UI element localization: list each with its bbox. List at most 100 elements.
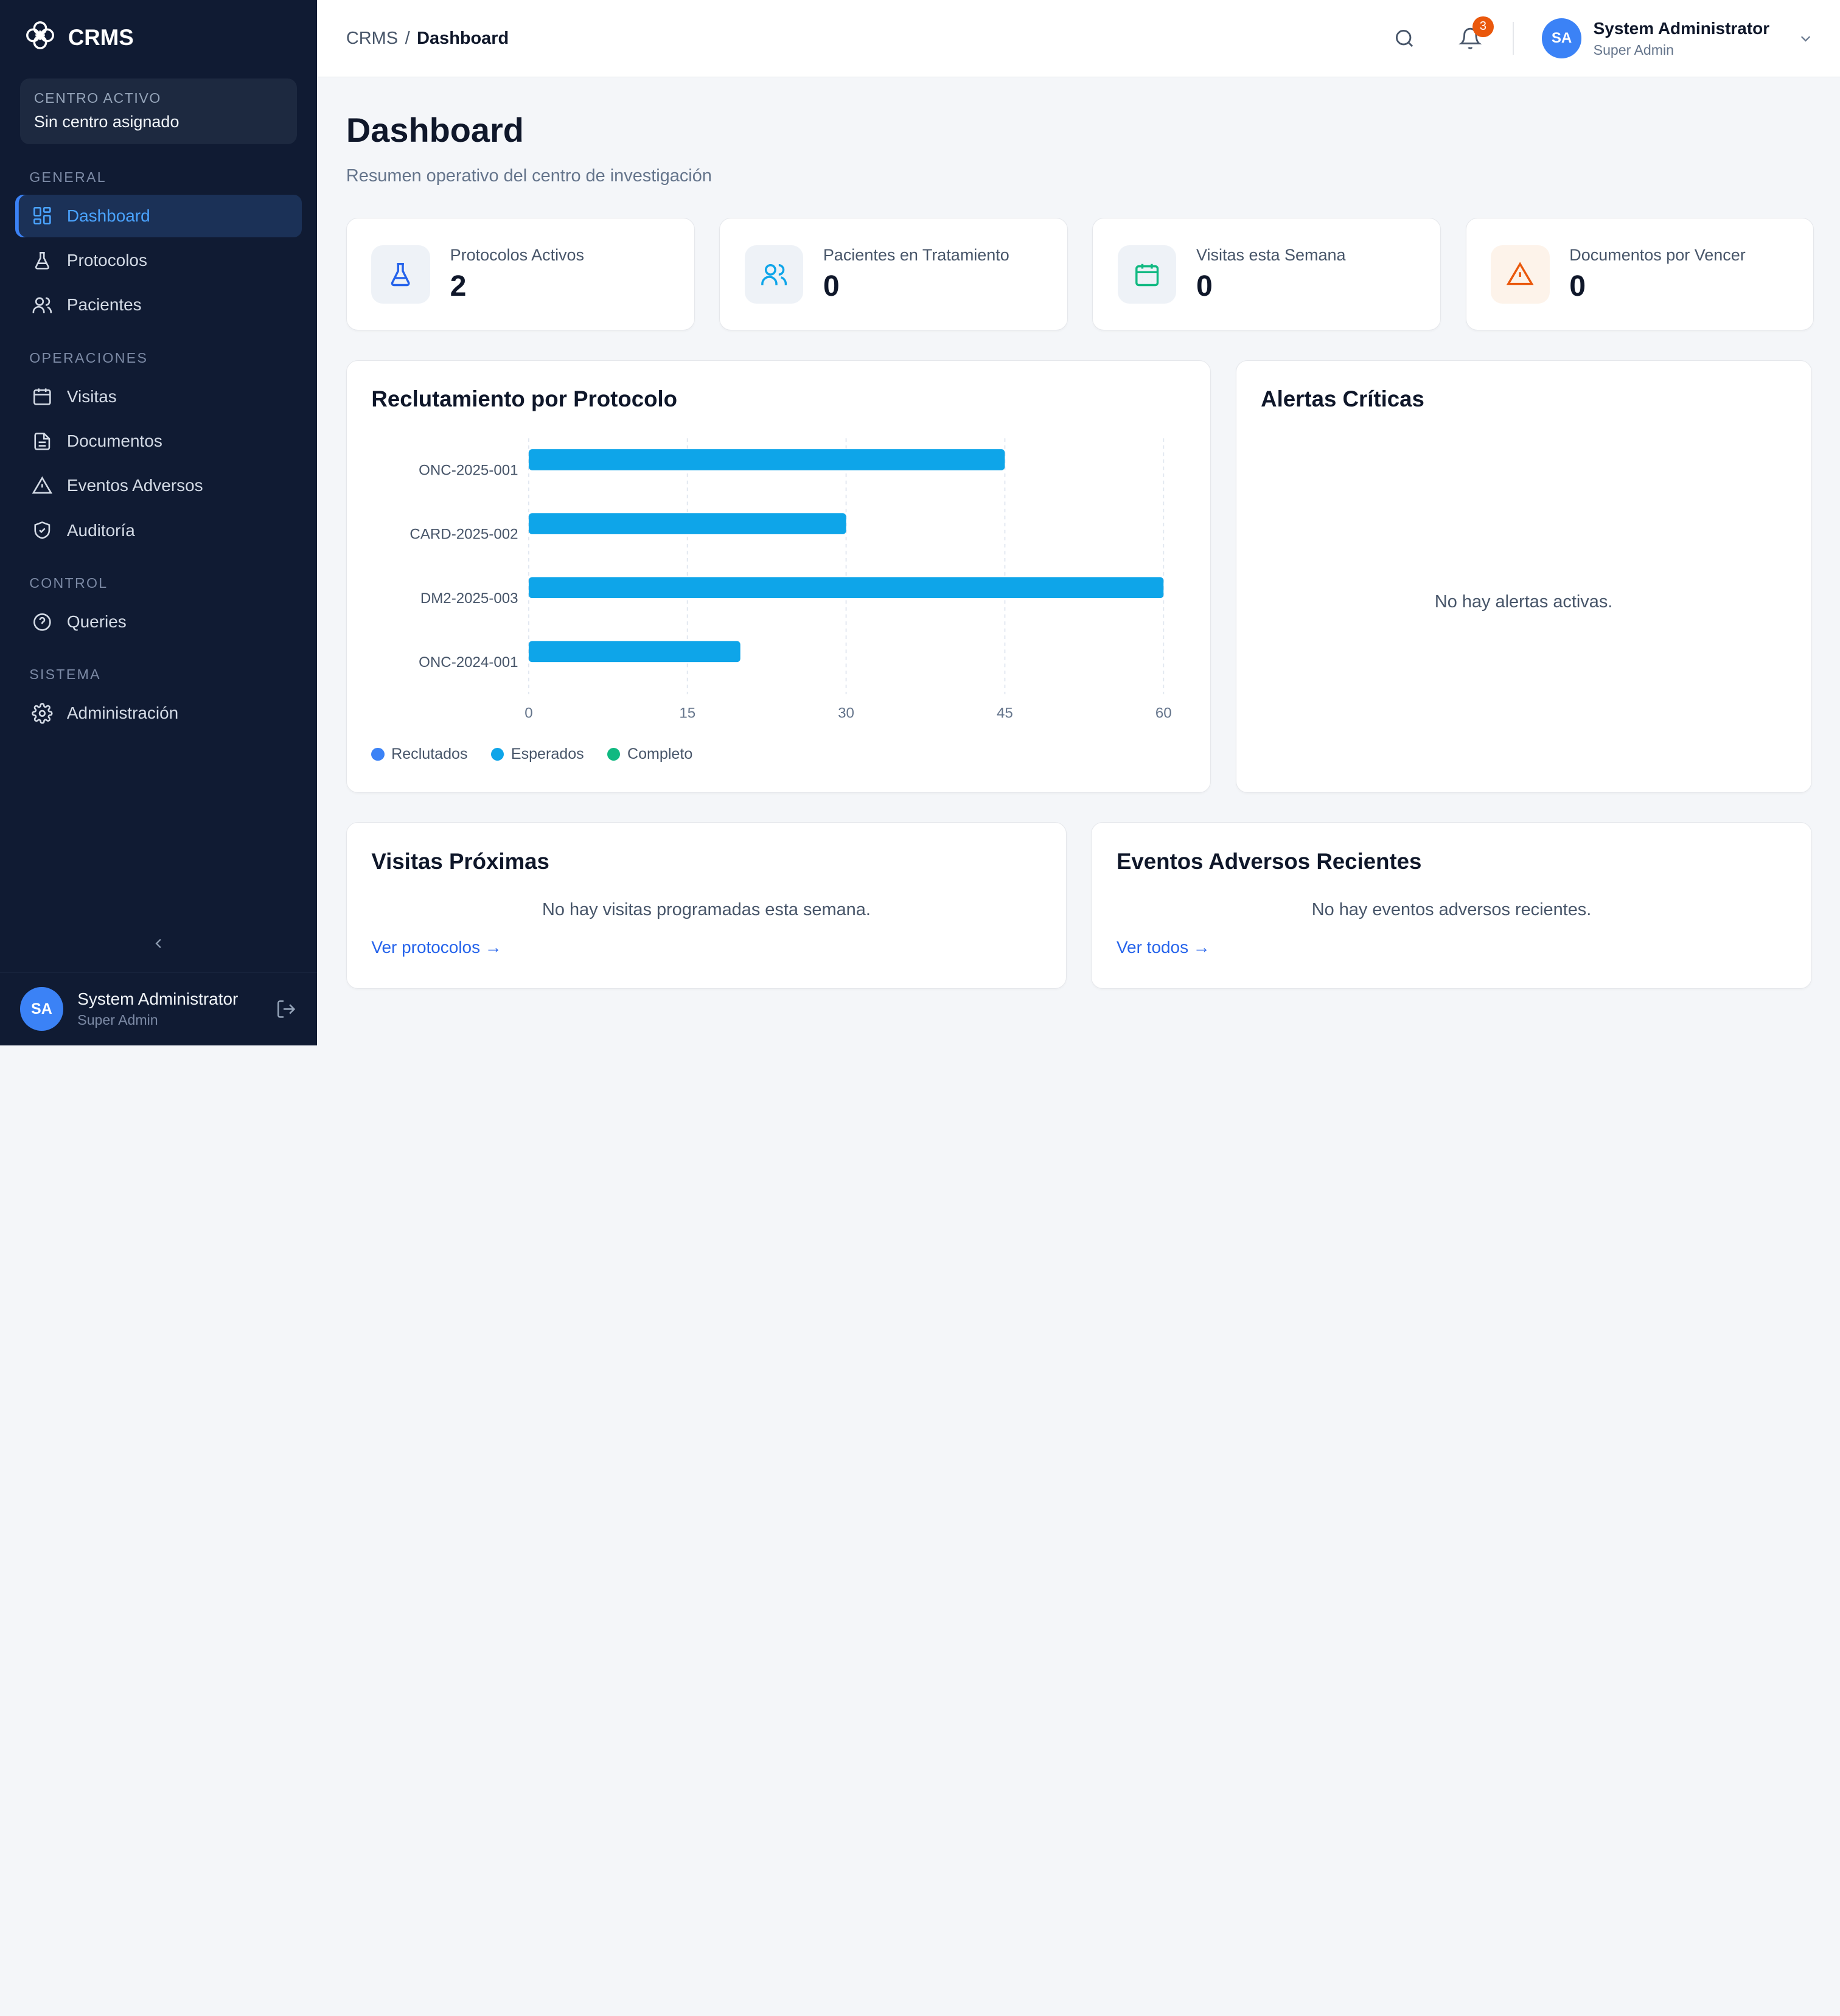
stat-value: 0 [823,270,840,303]
section-title-operaciones: OPERACIONES [29,349,148,366]
x-tick-label: 60 [1155,705,1172,721]
brand[interactable]: CRMS [0,0,317,75]
legend-label: Reclutados [391,745,468,763]
sidebar-item-visitas[interactable]: Visitas [15,375,302,417]
sidebar-item-eventos-adversos[interactable]: Eventos Adversos [15,465,302,507]
legend-dot [607,748,621,761]
chevron-left-icon [155,938,161,949]
brand-name: CRMS [68,24,134,50]
warning-icon [32,476,53,494]
gear-icon [32,703,53,724]
events-empty-message: No hay eventos adversos recientes. [1311,900,1592,920]
recruitment-bar-chart: 0 15 30 45 60 ONC-2025-001 CARD-2025-002 DM2-20… [409,438,1172,721]
flask-icon [35,251,49,270]
bar[interactable] [528,448,1005,470]
help-circle-icon [33,613,51,631]
logo-icon [24,19,57,57]
sidebar-item-label: Documentos [66,431,162,450]
bar[interactable] [528,576,1164,598]
divider [1512,22,1514,55]
view-protocols-link[interactable]: Ver protocolos → [371,938,502,957]
user-menu[interactable]: SA System Administrator Super Admin [1541,18,1814,58]
view-all-link[interactable]: Ver todos → [1116,938,1210,957]
sidebar-item-label: Dashboard [66,206,150,225]
stat-value: 0 [1196,270,1213,303]
sidebar-item-label: Visitas [66,386,117,406]
stat-card-visitas[interactable]: Visitas esta Semana 0 [1092,218,1441,331]
breadcrumb: CRMS / Dashboard [346,29,509,49]
user-role: Super Admin [1593,41,1674,58]
x-tick-label: 45 [997,705,1013,721]
sidebar: CRMS CENTRO ACTIVO Sin centro asignado G… [0,0,317,1046]
x-tick-label: 30 [838,705,854,721]
breadcrumb-root[interactable]: CRMS [346,28,399,48]
visits-empty-message: No hay visitas programadas esta semana. [542,900,871,920]
bar[interactable] [528,512,846,534]
active-center-label: CENTRO ACTIVO [33,90,161,106]
recruitment-chart-card: Reclutamiento por Protocolo 0 15 30 45 60 ONC… [346,360,1211,793]
legend-label: Esperados [511,745,584,763]
stat-label: Documentos por Vencer [1569,245,1746,264]
sidebar-item-auditoria[interactable]: Auditoría [15,509,302,551]
search-icon[interactable] [1393,27,1417,51]
users-icon [744,245,804,304]
section-title-control: CONTROL [29,574,108,591]
alerts-title: Alertas Críticas [1261,386,1424,412]
legend-item[interactable]: Completo [607,745,692,763]
stat-card-pacientes[interactable]: Pacientes en Tratamiento 0 [719,218,1068,331]
sidebar-item-administracion[interactable]: Administración [15,692,302,734]
collapse-sidebar-button[interactable] [148,933,169,954]
sidebar-item-queries[interactable]: Queries [15,601,302,643]
shield-icon [34,521,51,539]
upcoming-visits-card: Visitas Próximas No hay visitas programa… [346,822,1067,989]
avatar: SA [1541,18,1582,58]
bell-icon[interactable]: 3 [1458,16,1494,51]
legend-item[interactable]: Reclutados [371,745,468,763]
stat-card-protocolos[interactable]: Protocolos Activos 2 [346,218,695,331]
visits-title: Visitas Próximas [371,848,549,874]
legend-item[interactable]: Esperados [491,745,584,763]
avatar[interactable]: SA [19,987,64,1031]
x-tick-label: 0 [524,705,532,721]
adverse-events-card: Eventos Adversos Recientes No hay evento… [1091,822,1812,989]
chart-legend: Reclutados Esperados Completo [371,745,692,763]
breadcrumb-separator: / [405,28,410,48]
bar[interactable] [528,641,741,662]
stat-value: 0 [1569,270,1586,303]
notification-badge: 3 [1472,16,1494,38]
active-center-selector[interactable]: CENTRO ACTIVO Sin centro asignado [19,78,297,145]
x-tick-label: 15 [679,705,695,721]
legend-dot [491,748,504,761]
sidebar-item-label: Queries [66,612,127,631]
calendar-icon [1117,245,1177,304]
sidebar-item-label: Auditoría [66,520,135,540]
y-tick-label: DM2-2025-003 [420,590,518,606]
page-title: Dashboard [346,111,524,150]
legend-dot [371,748,385,761]
alerts-empty-message: No hay alertas activas. [1434,591,1613,612]
legend-label: Completo [627,745,693,763]
sidebar-item-pacientes[interactable]: Pacientes [15,284,302,326]
stat-value: 2 [450,270,467,303]
y-tick-label: ONC-2024-001 [419,654,518,670]
sidebar-item-dashboard[interactable]: Dashboard [15,195,302,237]
sidebar-user: SA System Administrator Super Admin [0,971,317,1045]
stat-card-documentos[interactable]: Documentos por Vencer 0 [1465,218,1814,331]
user-role: Super Admin [77,1012,158,1028]
users-icon [32,297,52,313]
active-center-value: Sin centro asignado [33,113,179,131]
events-title: Eventos Adversos Recientes [1116,848,1422,874]
sidebar-item-documentos[interactable]: Documentos [15,420,302,462]
logout-icon[interactable] [276,999,297,1020]
sidebar-item-label: Protocolos [66,251,147,270]
stat-label: Pacientes en Tratamiento [823,245,1009,264]
section-title-sistema: SISTEMA [29,666,101,683]
breadcrumb-current: Dashboard [417,28,509,48]
calendar-icon [33,388,51,406]
main-content: CRMS / Dashboard 3 SA System Administrat… [316,0,1840,1045]
section-title-general: GENERAL [29,169,106,185]
sidebar-item-protocolos[interactable]: Protocolos [15,239,302,281]
sidebar-item-label: Eventos Adversos [66,476,203,495]
chevron-down-icon [1797,30,1814,47]
flask-icon [371,245,430,304]
